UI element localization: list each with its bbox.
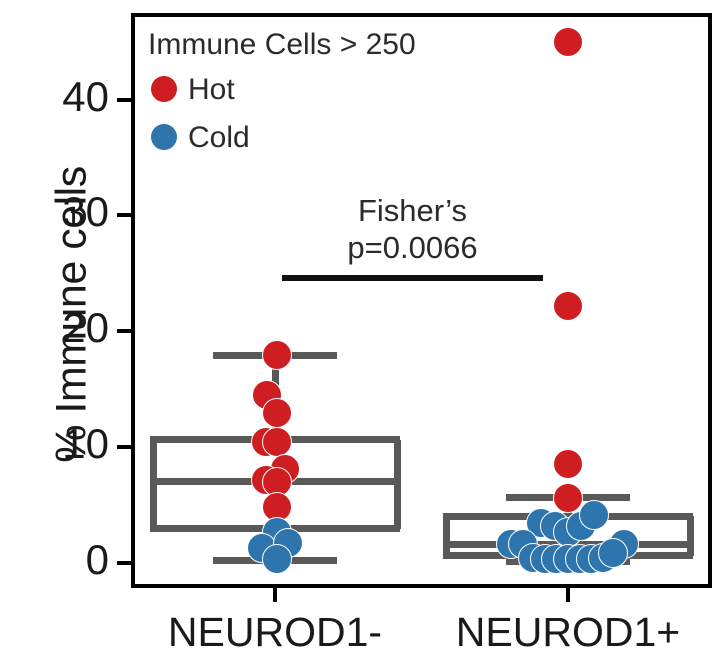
axes-frame <box>131 13 712 588</box>
data-point-hot <box>553 449 583 480</box>
box-right-edge <box>686 516 694 556</box>
y-tick-label: 0 <box>85 535 109 583</box>
y-tick-mark <box>117 444 131 449</box>
y-tick-mark <box>117 97 131 102</box>
data-point-cold <box>598 538 629 569</box>
statistical-pvalue: p=0.0066 <box>347 229 478 265</box>
x-tick-mark <box>566 588 570 602</box>
data-point-hot <box>553 26 583 57</box>
box-left-edge <box>442 516 450 556</box>
x-tick-label-neurod1-neg: NEUROD1- <box>167 609 383 655</box>
y-tick-mark <box>117 213 131 218</box>
statistical-test-name: Fisher’s <box>357 192 468 228</box>
y-tick-mark <box>117 560 131 565</box>
data-point-cold <box>578 500 609 531</box>
legend-swatch-hot <box>151 76 177 102</box>
y-tick-label: 10 <box>62 419 109 467</box>
legend-swatch-cold <box>151 124 177 150</box>
y-tick-mark <box>117 329 131 334</box>
data-point-cold <box>261 544 292 575</box>
data-point-hot <box>553 482 583 513</box>
legend-title: Immune Cells > 250 <box>148 28 416 61</box>
x-tick-label-neurod1-pos: NEUROD1+ <box>455 609 681 655</box>
data-point-hot <box>261 466 292 497</box>
data-point-hot <box>261 492 292 522</box>
data-point-hot <box>261 427 292 458</box>
legend-label-cold: Cold <box>188 121 250 154</box>
data-point-hot <box>261 398 292 429</box>
x-tick-mark <box>273 588 277 602</box>
data-point-hot <box>553 290 583 321</box>
y-tick-label: 20 <box>62 304 109 352</box>
y-tick-label: 30 <box>62 188 109 236</box>
data-point-hot <box>261 340 292 371</box>
significance-bar <box>282 274 543 281</box>
legend-label-hot: Hot <box>188 73 235 106</box>
y-tick-label: 40 <box>62 72 109 120</box>
